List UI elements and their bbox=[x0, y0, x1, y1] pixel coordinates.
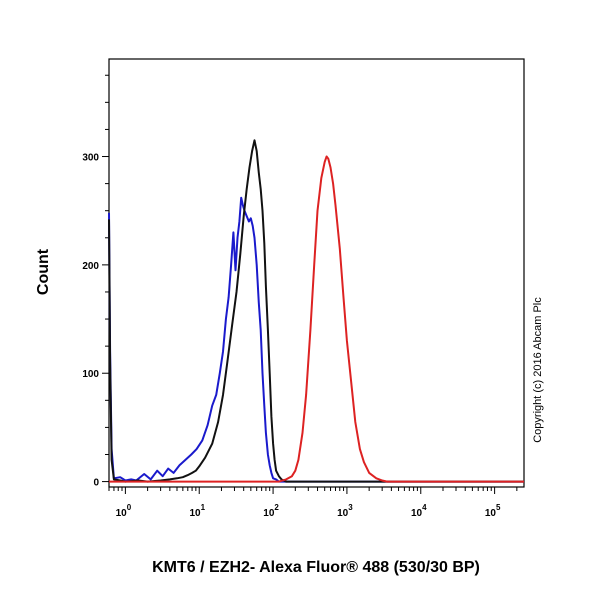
y-axis-title: Count bbox=[35, 248, 52, 295]
x-tick-label: 100 bbox=[116, 503, 132, 519]
series-line-1 bbox=[108, 196, 524, 483]
x-tick-label: 105 bbox=[485, 503, 501, 519]
series-line-3 bbox=[109, 155, 524, 483]
x-tick-label: 104 bbox=[411, 503, 427, 519]
y-tick-label: 200 bbox=[82, 261, 99, 272]
x-tick-label: 102 bbox=[263, 503, 279, 519]
y-tick-label: 100 bbox=[82, 369, 99, 380]
copyright-annotation: Copyright (c) 2016 Abcam Plc bbox=[532, 297, 544, 443]
y-tick-label: 0 bbox=[93, 478, 99, 489]
y-tick-label: 300 bbox=[82, 153, 99, 164]
series-line-2 bbox=[108, 139, 524, 483]
plot-frame bbox=[108, 58, 525, 488]
x-tick-label: 101 bbox=[189, 503, 205, 519]
x-tick-label: 103 bbox=[337, 503, 353, 519]
x-axis-title: KMT6 / EZH2- Alexa Fluor® 488 (530/30 BP… bbox=[152, 559, 480, 576]
